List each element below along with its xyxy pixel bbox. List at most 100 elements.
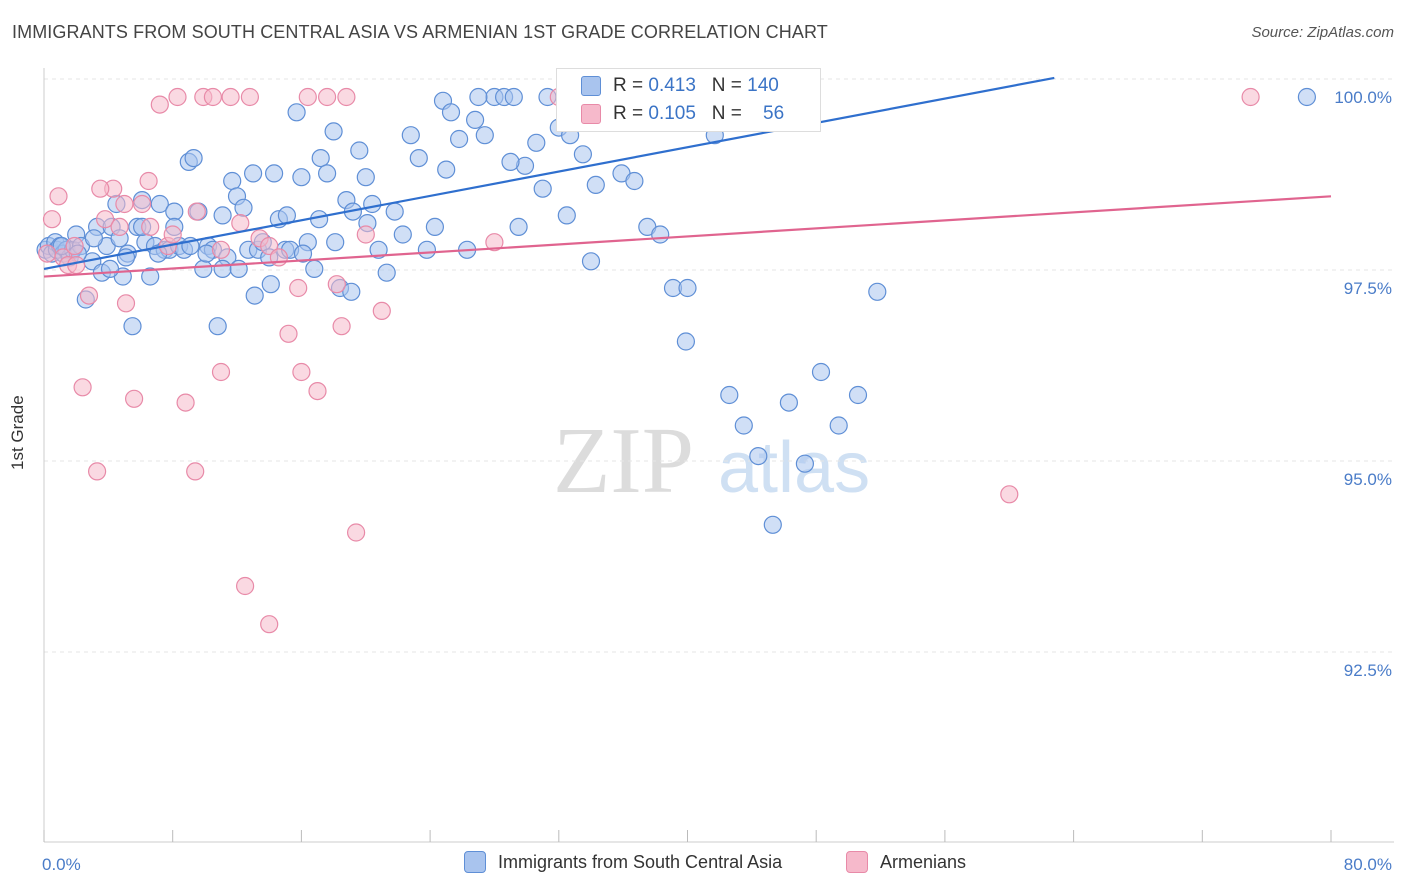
data-point-armenian [91,179,110,198]
legend-swatch-pink [846,851,868,873]
data-point-south-central-asia [779,393,799,412]
data-point-south-central-asia [150,194,169,214]
data-point-south-central-asia [377,263,396,282]
data-point-south-central-asia [504,87,523,107]
legend-label: Armenians [880,851,967,872]
data-point-south-central-asia [527,133,546,152]
data-point-armenian [203,87,222,107]
data-point-south-central-asia [356,168,375,187]
data-point-armenian [327,275,346,294]
data-point-south-central-asia [441,103,461,122]
data-point-armenian [337,87,356,107]
data-point-south-central-asia [234,198,253,217]
data-point-south-central-asia [581,252,601,271]
data-point-armenian [260,615,279,634]
data-point-armenian [332,317,351,336]
data-point-south-central-asia [811,362,831,382]
y-tick-label: 95.0% [1344,470,1392,489]
data-point-armenian [289,278,308,298]
data-point-south-central-asia [586,175,605,194]
data-point-armenian [298,87,317,107]
data-point-south-central-asia [165,202,184,221]
data-point-south-central-asia [369,240,388,259]
data-point-south-central-asia [829,416,848,435]
legend-r-value: 0.105 [648,103,696,124]
data-point-south-central-asia [213,259,232,278]
trend-line-south-central-asia [43,76,1055,270]
data-point-south-central-asia [417,240,436,259]
data-point-south-central-asia [311,149,330,168]
data-point-armenian [139,171,158,191]
data-point-south-central-asia [1297,87,1317,107]
data-point-armenian [356,225,375,244]
data-point-south-central-asia [401,126,420,145]
data-point-south-central-asia [350,141,369,160]
data-point-south-central-asia [795,454,815,473]
data-point-armenian [187,202,206,221]
y-tick-label: 97.5% [1344,279,1392,298]
source-label: Source: ZipAtlas.com [1251,24,1394,41]
series-legend: Immigrants from South Central Asia Armen… [0,851,1406,877]
chart-title: IMMIGRANTS FROM SOUTH CENTRAL ASIA VS AR… [12,22,828,42]
legend-item-south-central-asia[interactable]: Immigrants from South Central Asia [464,851,782,873]
data-point-armenian [163,225,182,244]
watermark-atlas: atlas [718,428,870,508]
data-point-south-central-asia [245,286,264,305]
data-point-south-central-asia [324,122,343,141]
data-point-armenian [347,523,366,542]
data-point-south-central-asia [363,194,382,214]
data-point-armenian [49,187,68,206]
legend-swatch-blue [581,76,601,96]
x-tick-label: 0.0% [42,855,81,874]
data-point-south-central-asia [848,385,868,405]
data-point-armenian [211,240,231,259]
data-point-armenian [308,382,327,401]
legend-r-value: 0.413 [648,75,696,96]
data-point-south-central-asia [318,164,337,183]
data-point-south-central-asia [676,332,696,351]
data-point-south-central-asia [501,152,520,171]
data-point-armenian [150,95,169,114]
data-point-armenian [42,210,62,229]
data-point-south-central-asia [342,282,361,301]
data-point-south-central-asia [194,259,213,278]
data-point-south-central-asia [305,259,324,278]
data-point-armenian [221,87,240,107]
legend-swatch-blue [464,851,486,873]
data-point-armenian [65,236,84,256]
data-point-south-central-asia [326,233,345,252]
data-point-south-central-asia [625,171,644,191]
data-point-armenian [186,462,205,481]
data-point-south-central-asia [763,515,782,534]
data-point-armenian [231,214,250,233]
legend-n-label: N = [711,103,742,124]
legend-row-blue: R = 0.413 N = 140 [581,73,779,99]
data-point-south-central-asia [509,217,528,236]
data-point-armenian [133,194,152,214]
x-tick-label: 80.0% [1344,855,1392,874]
legend-r-label: R = [613,75,644,96]
legend-item-armenians[interactable]: Armenians [846,851,966,873]
data-point-south-central-asia [292,168,311,187]
correlation-legend: R = 0.413 N = 140 R = 0.105 N = 56 [556,68,821,132]
data-point-armenian [87,462,107,481]
data-point-armenian [141,217,160,236]
data-point-armenian [110,217,129,236]
data-point-armenian [73,378,92,397]
legend-swatch-pink [581,104,601,124]
data-point-armenian [125,389,144,408]
data-point-south-central-asia [469,87,488,107]
data-point-south-central-asia [261,275,280,294]
data-point-south-central-asia [734,416,753,435]
data-point-armenian [211,362,231,382]
legend-n-value: 56 [763,103,785,124]
data-point-south-central-asia [868,282,887,301]
data-point-south-central-asia [141,267,160,286]
legend-label: Immigrants from South Central Asia [498,851,783,872]
data-point-south-central-asia [425,217,444,236]
data-point-armenian [318,87,337,107]
data-point-south-central-asia [573,145,593,164]
data-point-south-central-asia [409,149,428,168]
data-point-south-central-asia [651,225,670,244]
data-point-south-central-asia [385,202,404,221]
